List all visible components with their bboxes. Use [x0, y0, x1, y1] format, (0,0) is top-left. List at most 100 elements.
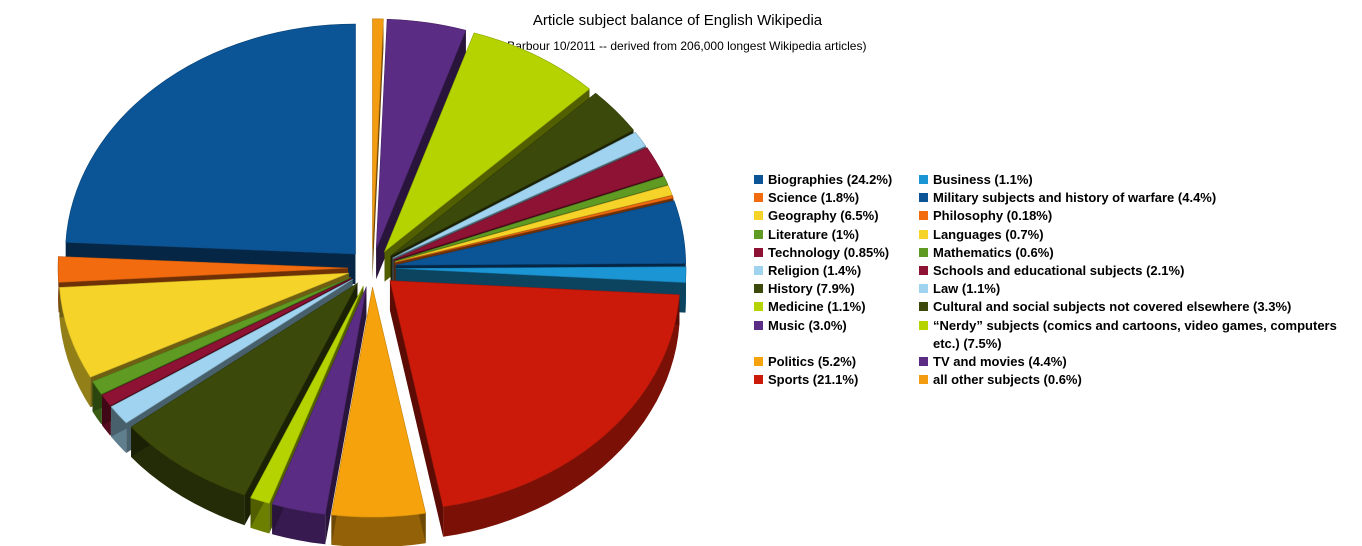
legend-row: History (7.9%) Law (1.1%) — [752, 280, 1357, 298]
legend-item: Geography (6.5%) — [752, 207, 917, 225]
legend-swatch — [919, 320, 928, 330]
pie-slice-2 — [383, 32, 590, 253]
legend: Biographies (24.2%) Business (1.1%) Scienc… — [752, 171, 1357, 389]
legend-item: Schools and educational subjects (2.1%) — [917, 262, 1357, 280]
chart-subtitle: (E. Barbour 10/2011 -- derived from 206,… — [488, 39, 867, 53]
pie-slice-20 — [57, 256, 349, 283]
legend-row: Sports (21.1%) all other subjects (0.6%) — [752, 371, 1357, 389]
legend-row: Geography (6.5%) Philosophy (0.18%) — [752, 207, 1357, 225]
legend-swatch — [754, 211, 763, 221]
legend-label: Mathematics (0.6%) — [933, 244, 1054, 260]
legend-label: Religion (1.4%) — [768, 263, 862, 279]
legend-label: Cultural and social subjects not covered… — [933, 299, 1292, 315]
legend-swatch — [919, 229, 928, 239]
pie-slice-13 — [271, 286, 367, 515]
legend-swatch — [919, 266, 928, 276]
legend-item: Mathematics (0.6%) — [917, 244, 1357, 262]
legend-swatch — [919, 193, 928, 203]
legend-label: “Nerdy” subjects (comics and cartoons, v… — [933, 317, 1337, 351]
legend-swatch — [919, 211, 928, 221]
legend-label: Sports (21.1%) — [768, 372, 859, 388]
legend-item: Music (3.0%) — [752, 317, 917, 353]
legend-swatch — [754, 193, 763, 203]
pie-slice-face — [111, 279, 353, 437]
legend-item: Medicine (1.1%) — [752, 298, 917, 316]
legend-item: Sports (21.1%) — [752, 371, 917, 389]
pie-slice-9 — [395, 200, 687, 266]
legend-item: TV and movies (4.4%) — [917, 353, 1357, 371]
pie-slice-21 — [65, 23, 356, 255]
pie-slice-10 — [395, 266, 687, 283]
legend-label: Technology (0.85%) — [768, 244, 890, 260]
legend-item: History (7.9%) — [752, 280, 917, 298]
pie-slice-side — [59, 287, 91, 408]
legend-item: “Nerdy” subjects (comics and cartoons, v… — [917, 317, 1357, 353]
legend-swatch — [919, 357, 928, 367]
legend-item: Science (1.8%) — [752, 189, 917, 207]
legend-row: Biographies (24.2%) Business (1.1%) — [752, 171, 1357, 189]
chart-title: Article subject balance of English Wikip… — [532, 12, 823, 29]
legend-row: Music (3.0%) “Nerdy” subjects (comics and… — [752, 317, 1357, 353]
legend-swatch — [754, 357, 763, 367]
legend-item: Cultural and social subjects not covered… — [917, 298, 1357, 316]
legend-swatch — [754, 375, 763, 385]
legend-swatch — [754, 284, 763, 294]
pie-slice-12 — [331, 287, 427, 518]
legend-row: Politics (5.2%) TV and movies (4.4%) — [752, 353, 1357, 371]
legend-label: History (7.9%) — [768, 281, 855, 297]
legend-swatch — [754, 320, 763, 330]
legend-label: all other subjects (0.6%) — [933, 372, 1082, 388]
pie-top-layer — [57, 18, 687, 518]
legend-row: Science (1.8%) Military subjects and hist… — [752, 189, 1357, 207]
pie-slice-4 — [392, 131, 647, 259]
legend-swatch — [754, 302, 763, 312]
legend-label: Business (1.1%) — [933, 172, 1033, 187]
legend-label: Philosophy (0.18%) — [933, 208, 1053, 224]
legend-row: Religion (1.4%) Schools and educational s… — [752, 262, 1357, 280]
pie-slice-14 — [250, 285, 364, 504]
legend-item: all other subjects (0.6%) — [917, 371, 1357, 389]
pie-slice-0 — [372, 18, 384, 249]
legend-item: Religion (1.4%) — [752, 262, 917, 280]
pie-slice-1 — [375, 18, 467, 250]
legend-swatch — [919, 247, 928, 257]
legend-label: Politics (5.2%) — [768, 354, 857, 370]
pie-slice-face — [325, 286, 367, 545]
legend-item: Literature (1%) — [752, 226, 917, 244]
legend-item: Languages (0.7%) — [917, 226, 1357, 244]
legend-swatch — [754, 247, 763, 257]
pie-slice-side — [443, 294, 680, 537]
legend-swatch — [919, 375, 928, 385]
legend-label: TV and movies (4.4%) — [933, 354, 1067, 370]
legend-swatch — [919, 175, 928, 184]
legend-label: Geography (6.5%) — [768, 208, 879, 224]
legend-swatch — [754, 175, 763, 184]
pie-slice-face — [389, 280, 444, 537]
legend-label: Music (3.0%) — [768, 317, 847, 333]
pie-slice-6 — [394, 176, 669, 262]
legend-swatch — [919, 284, 928, 294]
legend-label: Science (1.8%) — [768, 190, 860, 206]
pie-slice-16 — [110, 279, 353, 424]
pie-chart — [57, 18, 687, 546]
legend-row: Medicine (1.1%) Cultural and social subje… — [752, 298, 1357, 316]
pie-slice-side — [331, 513, 426, 546]
pie-slice-3 — [390, 92, 634, 257]
legend-item: Business (1.1%) — [917, 171, 1357, 189]
pie-slice-8 — [394, 195, 674, 263]
legend-item: Technology (0.85%) — [752, 244, 917, 262]
pie-slice-19 — [59, 272, 349, 378]
legend-label: Languages (0.7%) — [933, 226, 1044, 242]
legend-label: Law (1.1%) — [933, 281, 1001, 297]
legend-label: Military subjects and history of warfare… — [933, 190, 1217, 206]
legend-item: Philosophy (0.18%) — [917, 207, 1357, 225]
pie-slice-18 — [92, 276, 352, 395]
legend-label: Medicine (1.1%) — [768, 299, 866, 315]
pie-slice-17 — [101, 277, 352, 406]
legend-row: Technology (0.85%) Mathematics (0.6%) — [752, 244, 1357, 262]
legend-label: Biographies (24.2%) — [768, 172, 893, 187]
pie-slice-side — [272, 504, 326, 545]
legend-swatch — [754, 229, 763, 239]
pie-slice-5 — [393, 147, 664, 261]
legend-row: Literature (1%) Languages (0.7%) — [752, 226, 1357, 244]
